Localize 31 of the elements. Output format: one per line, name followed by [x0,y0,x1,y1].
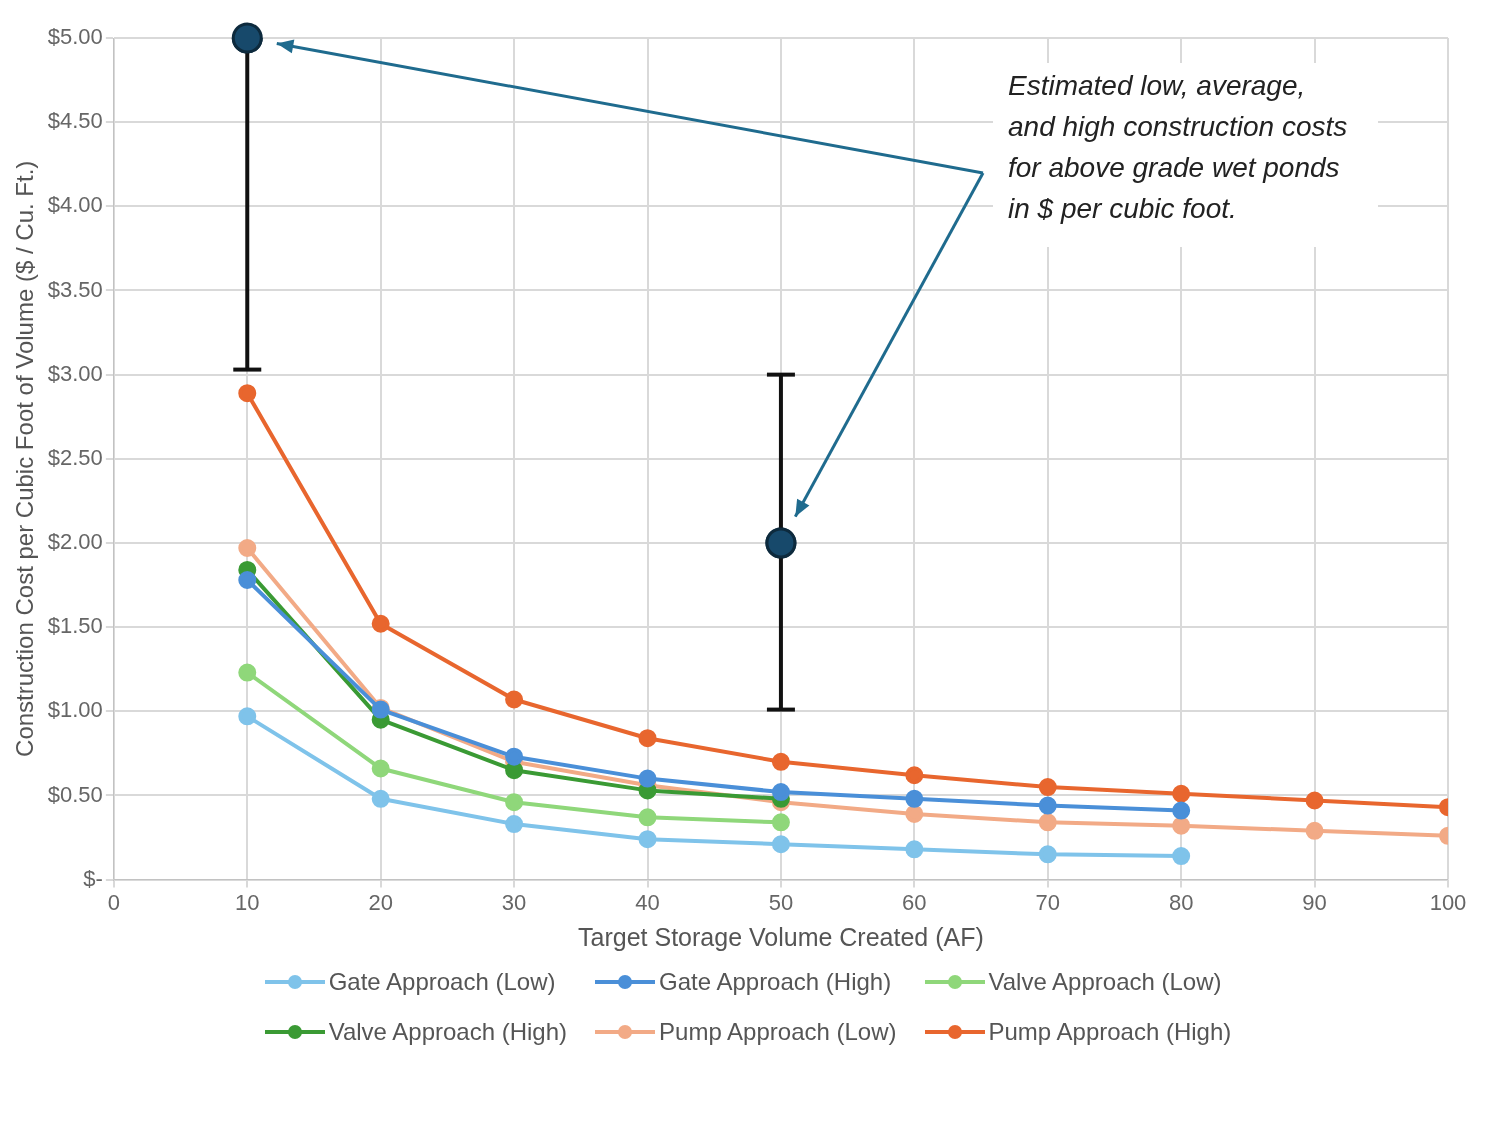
y-tick-label: $0.50 [47,781,103,807]
x-tick-label: 30 [501,889,527,915]
y-tick-label: $4.00 [47,192,103,218]
x-tick-label: 50 [768,889,794,915]
x-tick-label: 60 [902,889,927,915]
legend-label: Gate Approach (Low) [328,968,556,996]
x-tick-label: 20 [368,889,393,915]
y-tick-label: $- [83,865,103,891]
y-tick-label: $1.00 [47,697,103,723]
x-tick-label: 70 [1035,889,1060,915]
legend-label: Gate Approach (High) [659,968,892,996]
y-tick-label: $3.50 [47,276,103,302]
annotation: Estimated low, average, and high construction costs for above grade wet ponds in $ per cubic foot. [1008,69,1348,224]
legend-label: Valve Approach (Low) [988,968,1222,996]
legend-label: Pump Approach (High) [988,1018,1232,1046]
x-axis-title: Target Storage Volume Created (AF) [578,922,984,951]
y-axis-title: Construction Cost per Cubic Foot of Volume ($ / Cu. Ft.) [11,160,39,757]
y-tick-label: $2.50 [47,444,103,470]
x-tick-label: 10 [235,889,260,915]
legend-label: Pump Approach (Low) [659,1018,897,1046]
y-tick-label: $4.50 [47,108,103,134]
y-tick-label: $2.00 [47,529,103,555]
x-tick-label: 40 [635,889,660,915]
legend-label: Valve Approach (High) [328,1018,568,1046]
x-tick-label: 80 [1168,889,1194,915]
y-tick-label: $3.00 [47,360,103,386]
x-tick-label: 100 [1429,889,1467,915]
y-tick-label: $5.00 [47,24,103,50]
x-tick-label: 0 [107,889,120,915]
x-tick-label: 90 [1302,889,1327,915]
y-tick-label: $1.50 [47,613,103,639]
